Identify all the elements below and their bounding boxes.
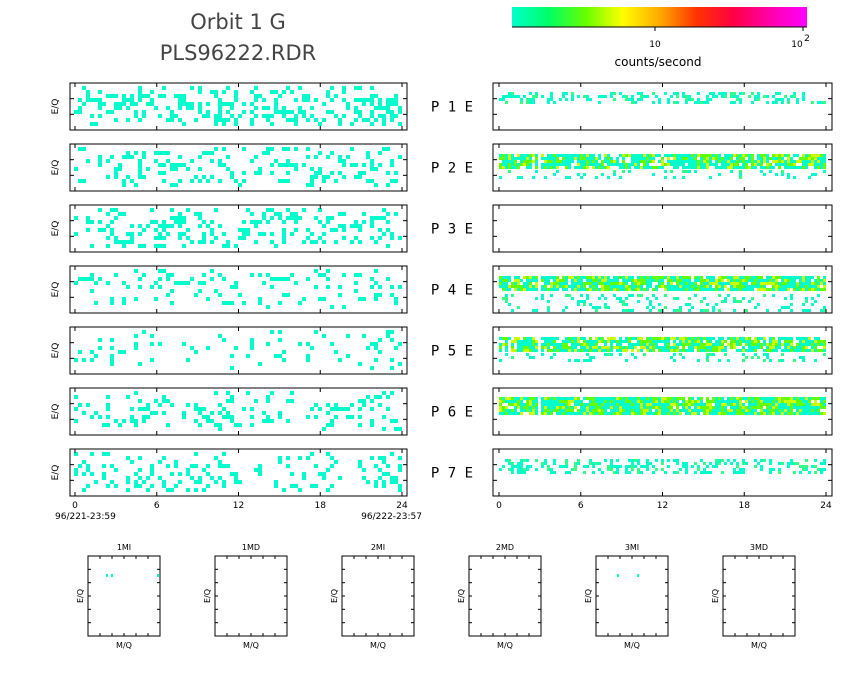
end-time-label: 96/222-23:57: [361, 512, 422, 522]
right-panel-6-cells: [499, 397, 826, 415]
mini-title: 3MI: [625, 543, 639, 552]
mini-panel-1mi: 1MI M/Q E/Q: [76, 543, 161, 650]
left-panel-7-cells: [74, 452, 402, 492]
ylabel-7: E/Q: [51, 465, 61, 481]
right-panel-2-cells: [499, 154, 826, 179]
mini-ylabel: E/Q: [203, 589, 212, 603]
right-xtick-24: 24: [820, 501, 832, 511]
heatmap-rows: E/Q P 1 E E/Q P 2 E E/Q P 3 E E/Q P 4 E E/Q P 5 E…: [51, 82, 833, 497]
row-5: E/Q P 5 E: [51, 326, 833, 375]
row-label-1: P 1 E: [431, 100, 473, 116]
colorbar-tick-100-base: 10: [791, 40, 803, 50]
left-xtick-18: 18: [315, 501, 327, 511]
mini-title: 2MD: [496, 543, 514, 552]
right-panel-4-cells: [499, 276, 826, 312]
left-panel-6-cells: [74, 391, 402, 431]
left-panel-5-cells: [74, 330, 402, 370]
row-7: E/Q P 7 E: [51, 448, 833, 497]
mini-ylabel: E/Q: [457, 589, 466, 603]
row-label-5: P 5 E: [431, 344, 473, 360]
ylabel-6: E/Q: [51, 404, 61, 420]
row-label-6: P 6 E: [431, 405, 473, 421]
row-1: E/Q P 1 E: [51, 82, 833, 131]
mini-xlabel: M/Q: [116, 641, 132, 650]
left-xtick-24: 24: [396, 501, 408, 511]
title-line-1: Orbit 1 G: [190, 10, 286, 34]
left-panel-2-cells: [74, 147, 402, 187]
right-panel-1-cells: [499, 92, 826, 104]
start-time-label: 96/221-23:59: [55, 512, 116, 522]
mini-ylabel: E/Q: [76, 589, 85, 603]
left-panel-1-cells: [74, 86, 402, 126]
right-xtick-0: 0: [496, 501, 502, 511]
ylabel-4: E/Q: [51, 282, 61, 298]
mini-xlabel: M/Q: [751, 641, 767, 650]
row-2: E/Q P 2 E: [51, 143, 833, 192]
left-panel-6: [69, 387, 408, 436]
mini-ylabel: E/Q: [584, 589, 593, 603]
ylabel-3: E/Q: [51, 221, 61, 237]
ylabel-2: E/Q: [51, 160, 61, 176]
right-xtick-6: 6: [578, 501, 584, 511]
row-3: E/Q P 3 E: [51, 204, 833, 253]
left-xtick-0: 0: [72, 501, 78, 511]
mini-ylabel: E/Q: [711, 589, 720, 603]
row-label-3: P 3 E: [431, 222, 473, 238]
right-panel-1: [492, 82, 833, 131]
right-panel-7-cells: [499, 459, 826, 474]
right-xtick-18: 18: [739, 501, 751, 511]
right-panel-5-cells: [499, 337, 826, 362]
mini-panel-2md: 2MD M/Q E/Q: [457, 543, 542, 650]
colorbar-gradient: [512, 7, 807, 27]
row-label-4: P 4 E: [431, 283, 473, 299]
mini-xlabel: M/Q: [243, 641, 259, 650]
right-xtick-12: 12: [657, 501, 668, 511]
row-6: E/Q P 6 E: [51, 387, 833, 436]
mini-xlabel: M/Q: [624, 641, 640, 650]
left-xtick-12: 12: [233, 501, 244, 511]
mini-title: 1MI: [117, 543, 131, 552]
left-xtick-6: 6: [154, 501, 160, 511]
mini-ylabel: E/Q: [330, 589, 339, 603]
colorbar: 10 10 2 counts/second: [512, 7, 810, 69]
mini-panel-3md: 3MD M/Q E/Q: [711, 543, 796, 650]
colorbar-tick-100-exp: 2: [804, 34, 810, 44]
left-panel-7: [69, 448, 408, 497]
title-line-2: PLS96222.RDR: [160, 41, 317, 65]
mini-panel-2mi: 2MI M/Q E/Q: [330, 543, 415, 650]
left-panel-4-cells: [74, 269, 402, 309]
mini-title: 3MD: [750, 543, 768, 552]
colorbar-tick-10: 10: [649, 40, 661, 50]
mini-title: 2MI: [371, 543, 385, 552]
left-panel-3-cells: [74, 208, 402, 248]
row-label-2: P 2 E: [431, 161, 473, 177]
mini-xlabel: M/Q: [497, 641, 513, 650]
right-panel-7: [492, 448, 833, 497]
colorbar-label: counts/second: [615, 55, 702, 69]
right-panel-3: [492, 204, 833, 253]
row-4: E/Q P 4 E: [51, 265, 833, 314]
ylabel-1: E/Q: [51, 99, 61, 115]
mass-panels: 1MI M/Q E/Q 1MD M/Q E/Q 2MI M/Q E/Q 2MD M/Q E/Q 3MI M…: [76, 543, 796, 650]
row-label-7: P 7 E: [431, 466, 473, 482]
time-axes: 0 0 6 6 12 12 18 18 24 24 96/221-23:59 96/222-23:57: [55, 501, 832, 522]
ylabel-5: E/Q: [51, 343, 61, 359]
mini-panel-1md: 1MD M/Q E/Q: [203, 543, 288, 650]
mini-xlabel: M/Q: [370, 641, 386, 650]
mini-title: 1MD: [242, 543, 260, 552]
mini-panel-3mi: 3MI M/Q E/Q: [584, 543, 669, 650]
